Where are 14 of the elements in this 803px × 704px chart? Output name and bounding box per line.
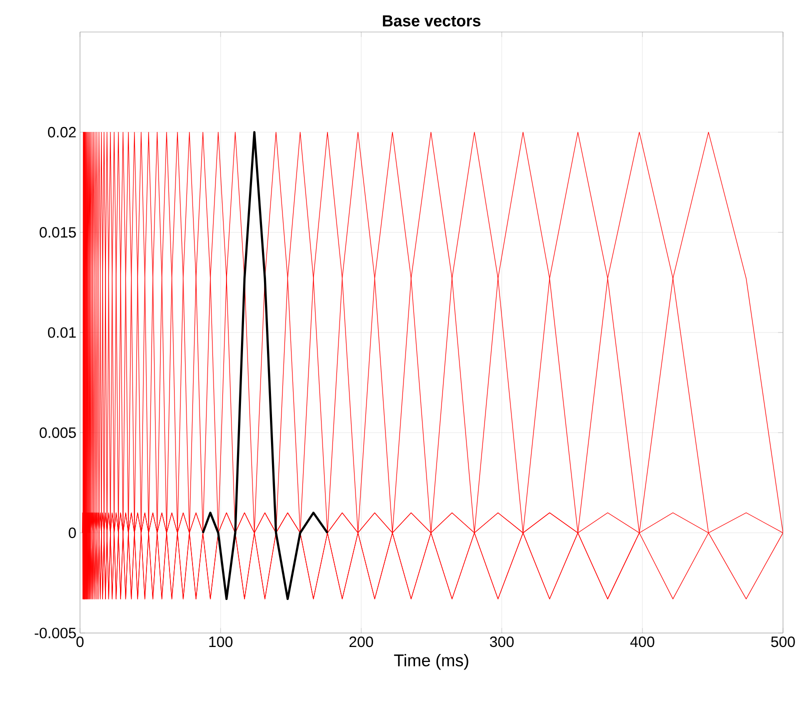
y-tick-label: 0.01 <box>48 327 76 338</box>
x-tick-label: 200 <box>349 636 374 648</box>
y-tick-label: 0.005 <box>40 427 76 438</box>
y-tick-label: 0.015 <box>40 227 76 238</box>
x-tick-label: 400 <box>630 636 654 648</box>
x-tick-label: 0 <box>76 636 84 648</box>
chart-title: Base vectors <box>382 15 480 26</box>
x-tick-label: 100 <box>209 636 232 648</box>
x-axis-title: Time (ms) <box>394 654 468 670</box>
x-tick-label: 500 <box>771 636 795 648</box>
y-tick-label: 0 <box>68 528 76 538</box>
y-tick-label: -0.005 <box>34 628 76 638</box>
y-tick-label: 0.02 <box>48 126 76 138</box>
x-tick-label: 300 <box>490 636 514 648</box>
